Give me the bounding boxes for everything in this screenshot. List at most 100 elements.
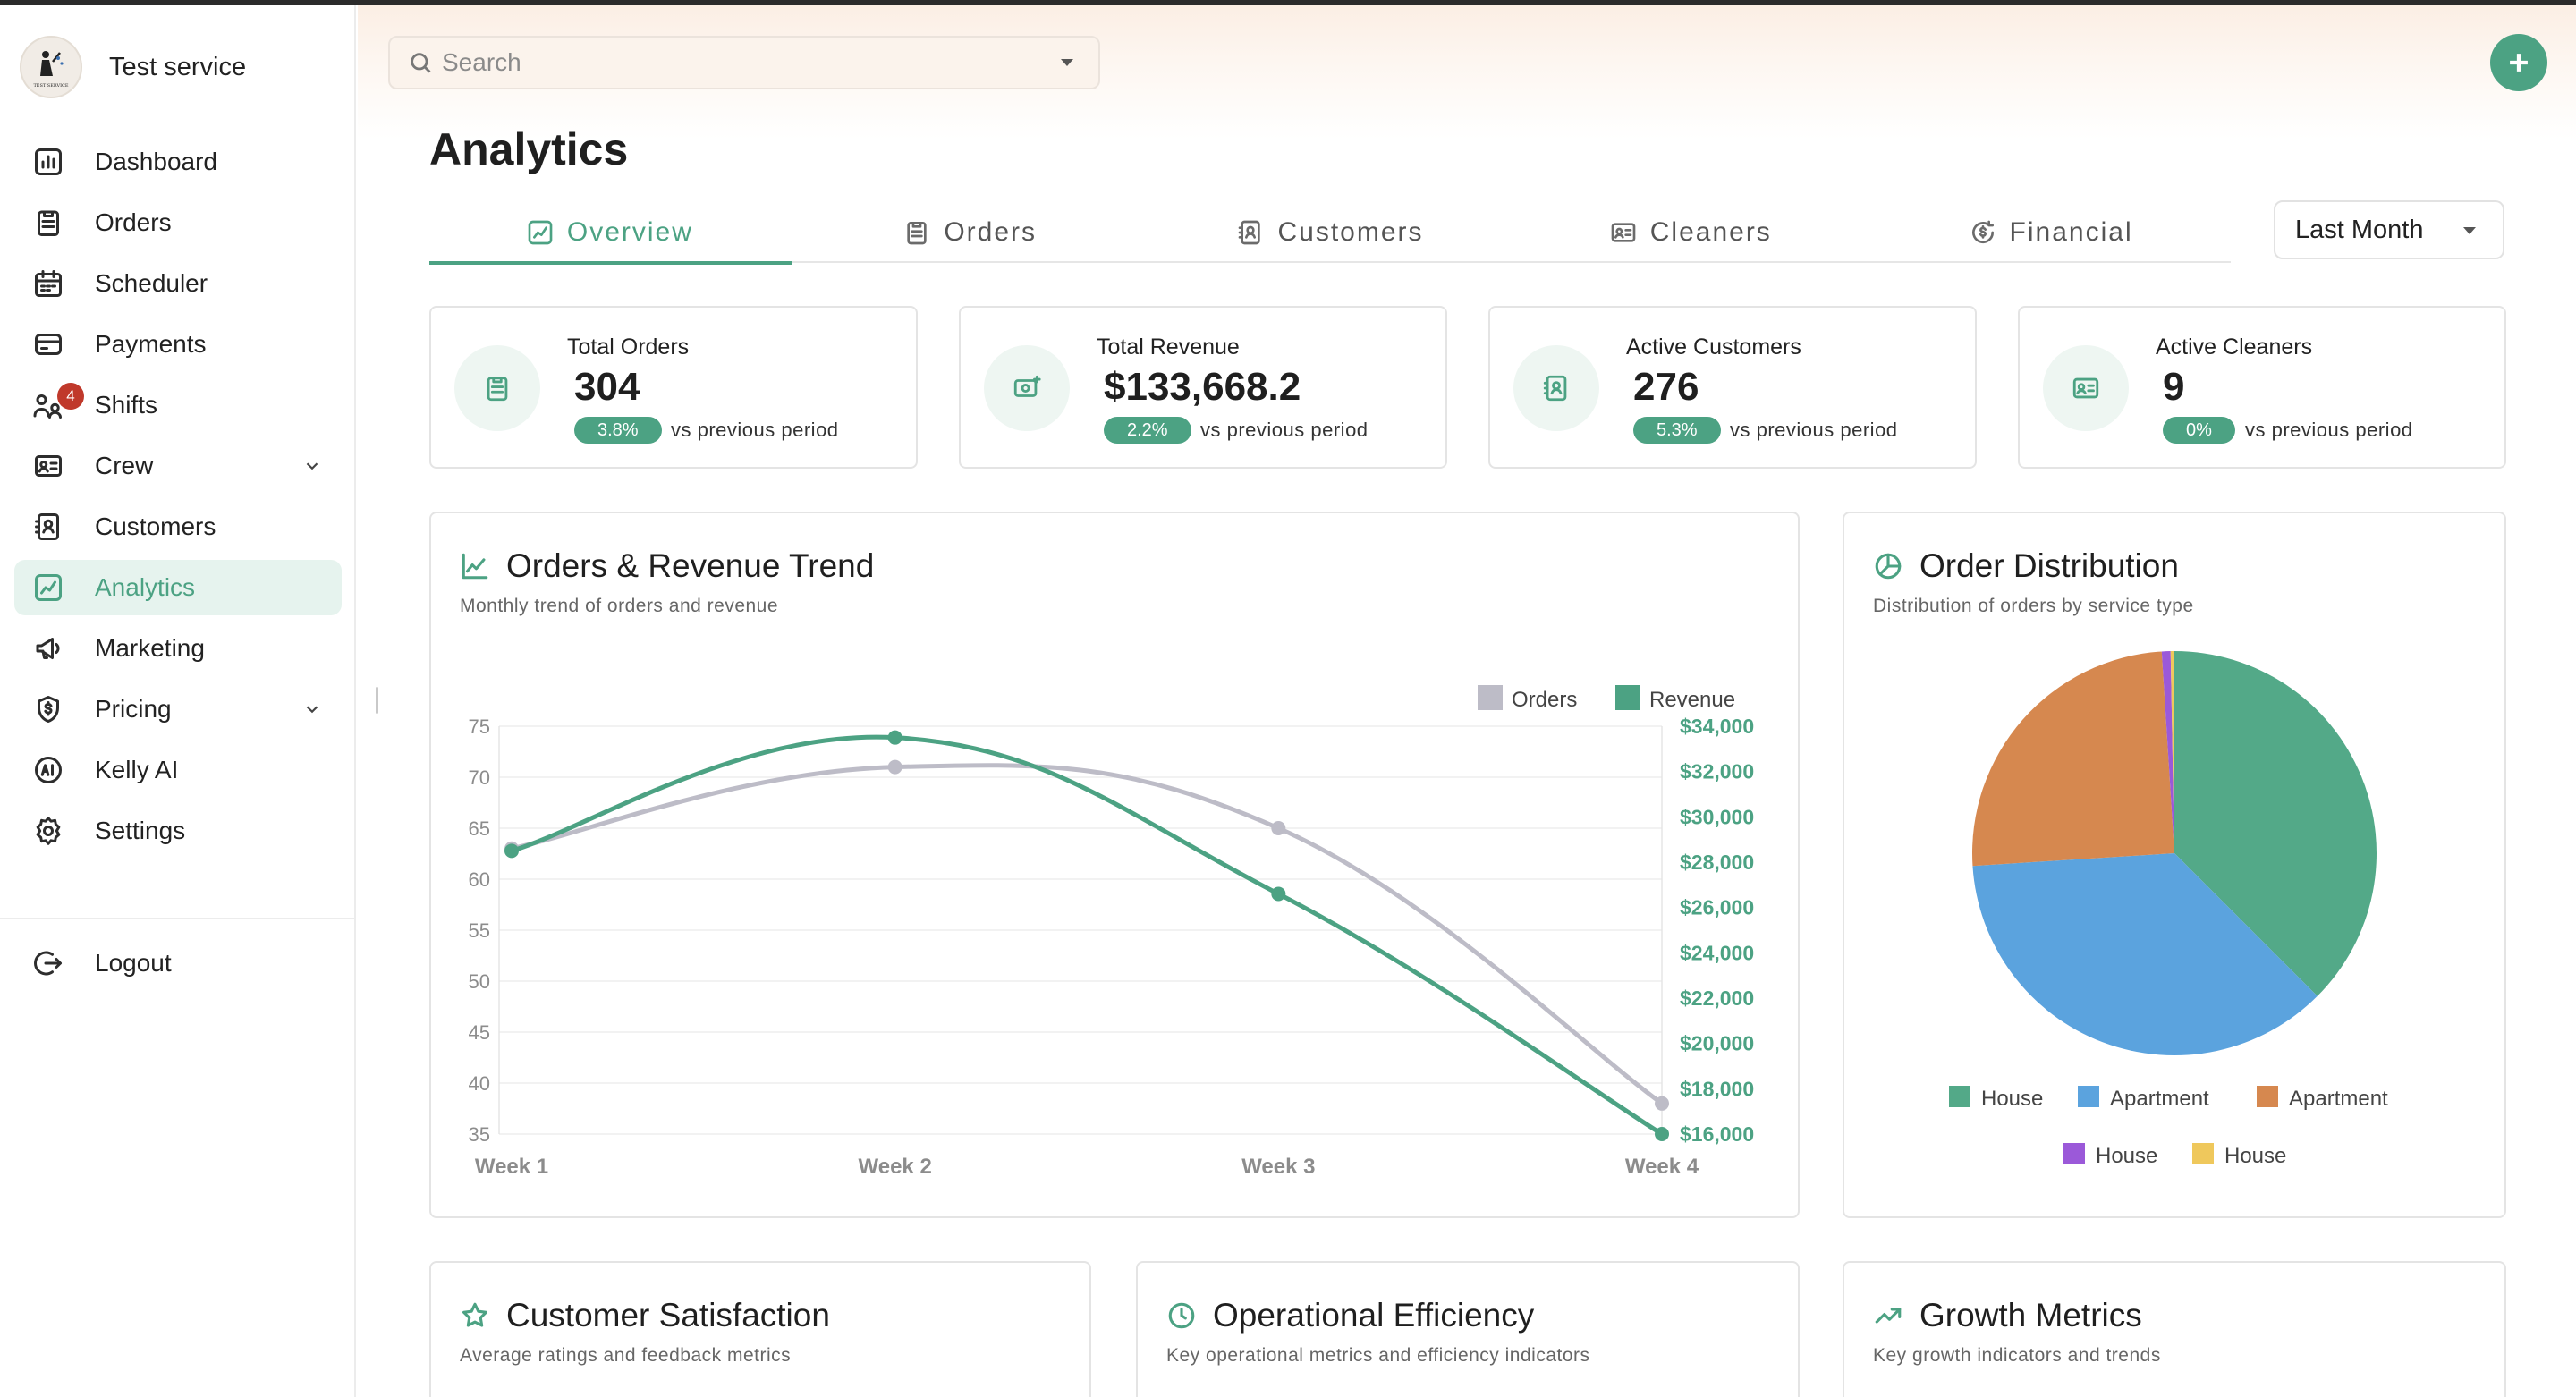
clipboard-icon <box>30 205 66 241</box>
sidebar-item-label: Payments <box>95 330 207 358</box>
sidebar-item-dashboard[interactable]: Dashboard <box>14 134 342 190</box>
sidebar-item-analytics[interactable]: Analytics <box>14 560 342 615</box>
clock-icon <box>1166 1300 1197 1331</box>
stat-title: Active Customers <box>1626 334 1801 360</box>
stat-value: $133,668.2 <box>1104 365 1301 409</box>
tab-financial[interactable]: Financial <box>1870 202 2231 263</box>
analytics-icon <box>528 220 553 245</box>
stat-title: Total Revenue <box>1097 334 1240 360</box>
sidebar-item-pricing[interactable]: Pricing <box>14 682 342 737</box>
x-tick-label: Week 1 <box>475 1155 548 1179</box>
sidebar-item-payments[interactable]: Payments <box>14 317 342 372</box>
y-right-tick-label: $16,000 <box>1680 1122 1754 1146</box>
id-card-icon <box>2043 345 2129 431</box>
add-button[interactable] <box>2490 34 2547 91</box>
stat-card-total-revenue: Total Revenue $133,668.2 2.2% vs previou… <box>959 306 1447 469</box>
chevron-down-icon[interactable] <box>302 699 322 719</box>
data-point-revenue[interactable] <box>1271 886 1286 902</box>
search-icon <box>411 53 431 73</box>
y-right-tick-label: $26,000 <box>1680 896 1754 919</box>
x-tick-label: Week 4 <box>1625 1155 1699 1179</box>
money-icon <box>984 345 1070 431</box>
stat-comparison-note: vs previous period <box>2245 419 2413 441</box>
tab-orders[interactable]: Orders <box>790 202 1150 263</box>
y-right-tick-label: $34,000 <box>1680 715 1754 738</box>
stat-card-total-orders: Total Orders 304 3.8% vs previous period <box>429 306 918 469</box>
contact-icon <box>30 509 66 545</box>
search-bar[interactable] <box>388 36 1100 89</box>
stat-change-badge: 5.3% <box>1633 417 1721 444</box>
analytics-tabs: Overview Orders Customers Cleaners Finan… <box>429 202 2231 265</box>
brand-logo: TEST SERVICE <box>20 36 82 98</box>
y-left-tick-label: 35 <box>469 1123 490 1146</box>
calendar-icon <box>30 266 66 301</box>
y-right-tick-label: $18,000 <box>1680 1077 1754 1100</box>
legend-swatch <box>2192 1143 2214 1164</box>
trend-chart[interactable]: 35 40 45 50 55 60 65 70 75 $16,000 $18,000 $20,000 $… <box>431 513 1798 1216</box>
sidebar-item-marketing[interactable]: Marketing <box>14 621 342 676</box>
period-select[interactable]: Last Month <box>2274 200 2504 259</box>
sidebar-item-orders[interactable]: Orders <box>14 195 342 250</box>
data-point-revenue[interactable] <box>887 730 902 745</box>
y-right-tick-label: $32,000 <box>1680 760 1754 783</box>
caret-down-icon[interactable] <box>1061 59 1073 66</box>
pie-slice[interactable] <box>1972 651 2174 867</box>
pie-slice[interactable] <box>2174 651 2377 996</box>
y-right-tick-label: $28,000 <box>1680 851 1754 874</box>
sidebar-item-label: Scheduler <box>95 269 208 297</box>
legend-swatch <box>2078 1086 2099 1107</box>
sidebar-item-crew[interactable]: Crew <box>14 438 342 494</box>
sidebar-resize-handle[interactable] <box>376 687 378 714</box>
pie-slice[interactable] <box>2170 651 2174 853</box>
pie-slice[interactable] <box>2161 651 2174 853</box>
trend-panel: Orders & Revenue Trend Monthly trend of … <box>429 512 1800 1218</box>
tab-label: Orders <box>944 217 1038 247</box>
pie-slice[interactable] <box>1972 853 2318 1056</box>
search-input[interactable] <box>442 48 1050 77</box>
sidebar-item-shifts[interactable]: 4 Shifts <box>14 377 342 433</box>
tab-customers[interactable]: Customers <box>1150 202 1511 263</box>
tab-label: Cleaners <box>1649 217 1772 247</box>
panel-subtitle: Key growth indicators and trends <box>1873 1345 2161 1366</box>
brand-name: Test service <box>109 52 247 81</box>
sidebar-item-label: Customers <box>95 512 216 540</box>
data-point-orders[interactable] <box>1655 1096 1669 1111</box>
logout-button[interactable]: Logout <box>30 941 172 986</box>
tab-cleaners[interactable]: Cleaners <box>1510 202 1870 263</box>
id-card-icon <box>30 448 66 484</box>
dollar-shield-icon <box>30 691 66 727</box>
data-point-revenue[interactable] <box>1655 1127 1669 1141</box>
panel-title: Orders & Revenue Trend <box>506 547 875 584</box>
panel-subtitle: Key operational metrics and efficiency i… <box>1166 1345 1590 1366</box>
legend-label: House <box>2224 1144 2286 1168</box>
stat-comparison-note: vs previous period <box>1200 419 1368 441</box>
data-point-orders[interactable] <box>887 759 902 775</box>
chevron-down-icon[interactable] <box>302 456 322 476</box>
contact-icon <box>1239 220 1261 245</box>
sidebar-item-label: Crew <box>95 452 154 479</box>
satisfaction-panel: Customer Satisfaction Average ratings an… <box>429 1261 1091 1397</box>
tab-overview[interactable]: Overview <box>429 202 792 265</box>
legend-label: House <box>2096 1144 2157 1168</box>
pie-chart-icon <box>1873 551 1903 581</box>
panel-title: Operational Efficiency <box>1213 1297 1535 1334</box>
sidebar-item-customers[interactable]: Customers <box>14 499 342 555</box>
stat-title: Active Cleaners <box>2156 334 2313 360</box>
data-point-orders[interactable] <box>1271 821 1286 835</box>
y-left-tick-label: 45 <box>469 1021 490 1044</box>
shifts-icon <box>30 387 66 423</box>
data-point-revenue[interactable] <box>504 843 519 859</box>
sidebar-item-kelly-ai[interactable]: Kelly AI <box>14 742 342 798</box>
gear-icon <box>30 813 66 849</box>
sidebar-item-settings[interactable]: Settings <box>14 803 342 859</box>
legend-label: Apartment <box>2289 1087 2388 1111</box>
sidebar-item-scheduler[interactable]: Scheduler <box>14 256 342 311</box>
plus-icon <box>2510 54 2528 72</box>
tab-label: Customers <box>1277 217 1424 247</box>
brand[interactable]: TEST SERVICE Test service <box>20 36 246 98</box>
shifts-badge: 4 <box>57 383 84 410</box>
star-icon <box>460 1300 490 1331</box>
legend-swatch <box>2257 1086 2278 1107</box>
pie-chart[interactable]: House Apartment Apartment House House <box>1844 513 2504 1216</box>
trending-up-icon <box>1873 1300 1903 1331</box>
